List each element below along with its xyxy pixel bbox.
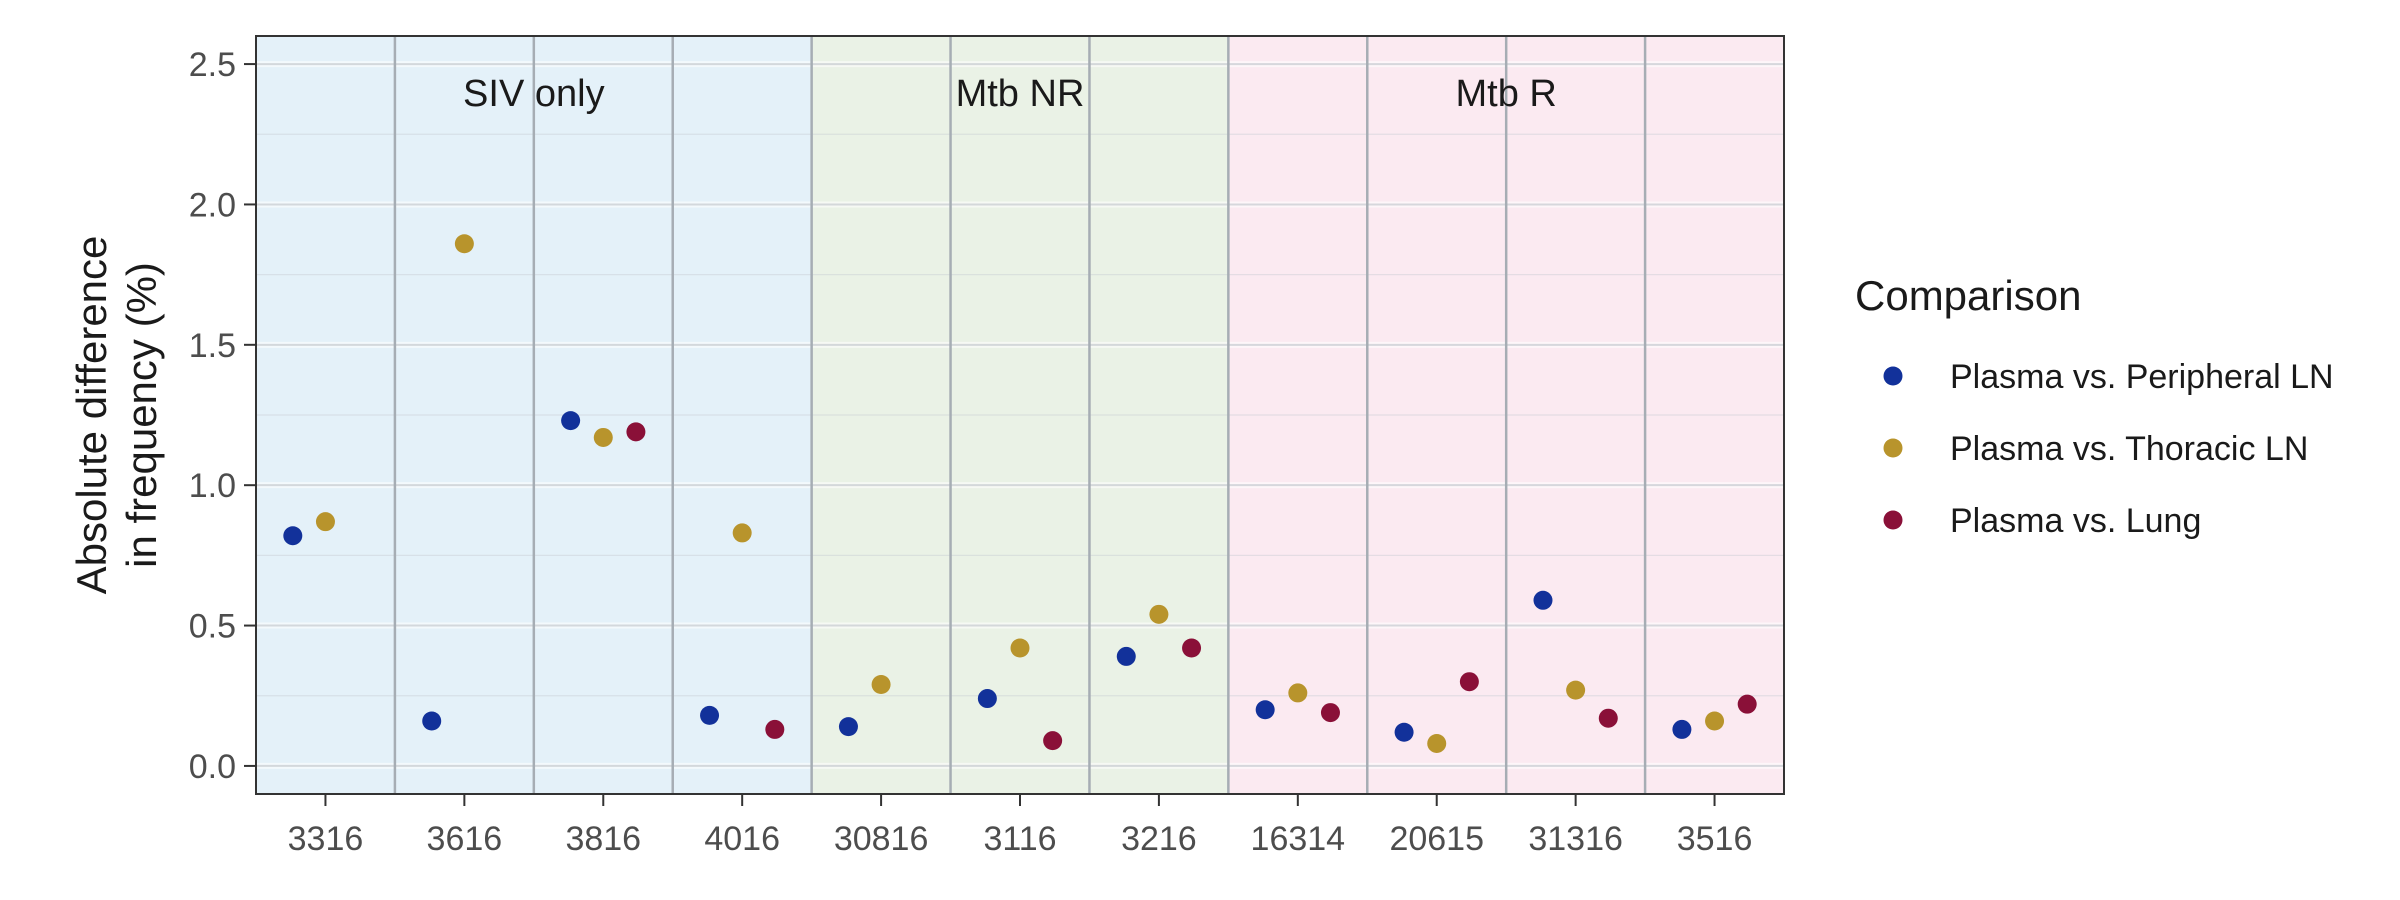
data-point-3116-1 [1010, 638, 1030, 658]
data-point-3216-2 [1182, 638, 1202, 658]
data-point-3616-1 [454, 234, 474, 254]
data-point-20615-0 [1394, 722, 1414, 742]
x-tick-label: 3316 [288, 820, 364, 858]
group-label: SIV only [463, 73, 605, 115]
data-point-16314-2 [1320, 703, 1340, 723]
x-tick-label: 3116 [983, 820, 1056, 858]
x-tick-label: 3616 [427, 820, 503, 858]
data-point-3816-2 [626, 422, 646, 442]
data-point-3516-1 [1705, 711, 1725, 731]
x-tick-label: 3816 [565, 820, 641, 858]
data-point-4016-2 [765, 719, 785, 739]
x-tick-label: 3516 [1677, 820, 1753, 858]
data-point-16314-0 [1255, 700, 1275, 720]
x-tick-label: 20615 [1389, 820, 1484, 858]
data-point-4016-1 [732, 523, 752, 543]
legend-swatch-0 [1883, 366, 1903, 386]
x-tick-label: 30816 [834, 820, 929, 858]
data-point-3216-1 [1149, 604, 1169, 624]
x-tick-label: 4016 [704, 820, 780, 858]
data-point-31316-2 [1598, 708, 1618, 728]
data-point-3516-2 [1737, 694, 1757, 714]
legend-label: Plasma vs. Lung [1950, 502, 2201, 540]
legend-swatch-1 [1883, 438, 1903, 458]
x-tick-label: 3216 [1121, 820, 1197, 858]
y-axis-title-line: Absolute difference [68, 236, 115, 595]
data-point-3316-1 [315, 512, 335, 532]
y-tick-label: 2.5 [189, 46, 236, 84]
legend-title: Comparison [1855, 272, 2081, 319]
data-point-3116-0 [977, 689, 997, 709]
group-label: Mtb R [1456, 73, 1557, 115]
group-label: Mtb NR [956, 73, 1085, 115]
x-tick-label: 31316 [1528, 820, 1623, 858]
y-axis-title: Absolute differencein frequency (%) [68, 236, 165, 595]
data-point-4016-0 [700, 705, 720, 725]
data-point-20615-1 [1427, 733, 1447, 753]
y-tick-label: 0.5 [189, 608, 236, 646]
x-tick-label: 16314 [1251, 820, 1346, 858]
legend-label: Plasma vs. Thoracic LN [1950, 430, 2308, 468]
data-point-20615-2 [1459, 672, 1479, 692]
y-tick-label: 1.5 [189, 327, 236, 365]
data-point-31316-0 [1533, 590, 1553, 610]
y-tick-label: 0.0 [189, 748, 236, 786]
data-point-16314-1 [1288, 683, 1308, 703]
data-point-30816-0 [838, 717, 858, 737]
data-point-3616-0 [422, 711, 442, 731]
group-panel-1 [811, 36, 1229, 794]
data-point-3816-1 [593, 427, 613, 447]
y-tick-label: 2.0 [189, 186, 236, 224]
legend-label: Plasma vs. Peripheral LN [1950, 358, 2334, 396]
data-point-3516-0 [1672, 719, 1692, 739]
data-point-30816-1 [871, 675, 891, 695]
y-tick-label: 1.0 [189, 467, 236, 505]
legend-swatch-2 [1883, 510, 1903, 530]
y-axis-title-line: in frequency (%) [118, 262, 165, 568]
data-point-3116-2 [1043, 731, 1063, 751]
data-point-31316-1 [1566, 680, 1586, 700]
data-point-3216-0 [1116, 646, 1136, 666]
data-point-3316-0 [283, 526, 303, 546]
data-point-3816-0 [561, 411, 581, 431]
